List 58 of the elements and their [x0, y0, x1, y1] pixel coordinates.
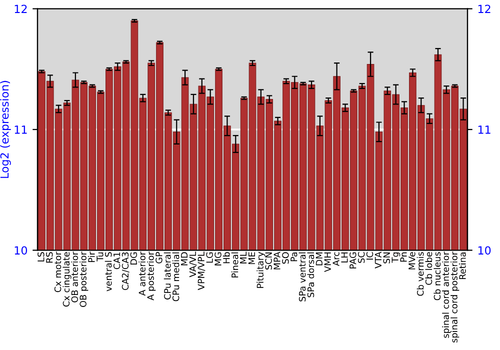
x-tick-label: ME — [248, 252, 255, 264]
x-tick-label: Pir — [88, 252, 95, 262]
y2-tick-label: 12 — [478, 4, 490, 13]
x-tick-label: Cx motor — [54, 252, 62, 292]
y-tick-label: 10 — [14, 246, 28, 255]
x-tick-label: RS — [46, 252, 53, 263]
x-tick-label: LG — [206, 252, 213, 263]
x-tick-label: OB posterior — [80, 252, 88, 307]
x-tick-label: Pn — [400, 252, 407, 262]
x-tick-label: ML — [240, 252, 247, 264]
x-tick-label: Cx cingulate — [62, 252, 72, 307]
x-tick-label: Hb — [222, 252, 230, 264]
x-tick-label: Cb lobe — [425, 252, 432, 285]
x-tick-label: spinal cord anterior — [442, 252, 451, 338]
x-tick-label: VA/VL — [189, 252, 197, 278]
x-tick-label: SPa ventral — [298, 252, 306, 302]
x-tick-label: Pituitary — [256, 252, 266, 288]
x-tick-label: Retina — [458, 252, 466, 280]
x-tick-label: ventral S — [104, 252, 112, 292]
x-tick-label: CA1 — [113, 252, 120, 270]
x-tick-label: SCN — [265, 252, 272, 270]
x-tick-label: MPA — [274, 252, 280, 270]
x-tick-label: MG — [214, 252, 222, 266]
x-tick-label: CA2/CA3 — [122, 252, 130, 290]
x-tick-label: Pineal — [231, 252, 238, 278]
x-tick-label: VTA — [374, 252, 382, 268]
x-tick-label: VMH — [324, 252, 331, 272]
x-tick-label: DM — [316, 252, 322, 266]
x-tick-label: SPa dorsal — [307, 252, 314, 298]
x-tick-label: SN — [383, 252, 390, 264]
x-tick-label: VPM/VPL — [198, 252, 206, 290]
y2-tick-label: 11 — [478, 126, 490, 134]
x-tick-label: Pa — [290, 252, 298, 262]
y2-tick-label: 10 — [478, 246, 491, 255]
x-tick-label: GP — [156, 252, 162, 264]
x-tick-label: MVe — [408, 252, 416, 270]
x-tick-label: LS — [38, 252, 44, 262]
x-tick-label: CPu lateral — [164, 252, 171, 300]
x-tick-label: CPu medial — [172, 252, 180, 302]
y-axis-title: Log2 (expression) — [0, 80, 11, 178]
x-tick-label: LH — [341, 252, 348, 262]
x-tick-label: Arc — [332, 252, 340, 266]
x-tick-label: DG — [130, 252, 138, 264]
x-tick-label: SO — [282, 252, 289, 264]
x-tick-label: Tg — [392, 252, 400, 263]
x-tick-label: Cb vermis — [416, 252, 424, 296]
x-tick-label: PAG — [350, 252, 356, 268]
x-tick-label: A anterior — [138, 252, 146, 296]
x-tick-label: Tu — [96, 252, 104, 262]
x-tick-label: A posterior — [147, 252, 156, 300]
x-tick-label: Cb nucleus — [434, 252, 441, 300]
y-tick-label: 11 — [14, 126, 27, 134]
x-tick-label: MD — [181, 252, 188, 266]
x-tick-label: IC — [366, 252, 374, 260]
y-tick-label: 12 — [14, 4, 27, 13]
x-tick-label: SC — [358, 252, 365, 263]
x-tick-label: OB anterior — [71, 252, 78, 302]
x-tick-label: spinal cord posterior — [450, 252, 460, 342]
